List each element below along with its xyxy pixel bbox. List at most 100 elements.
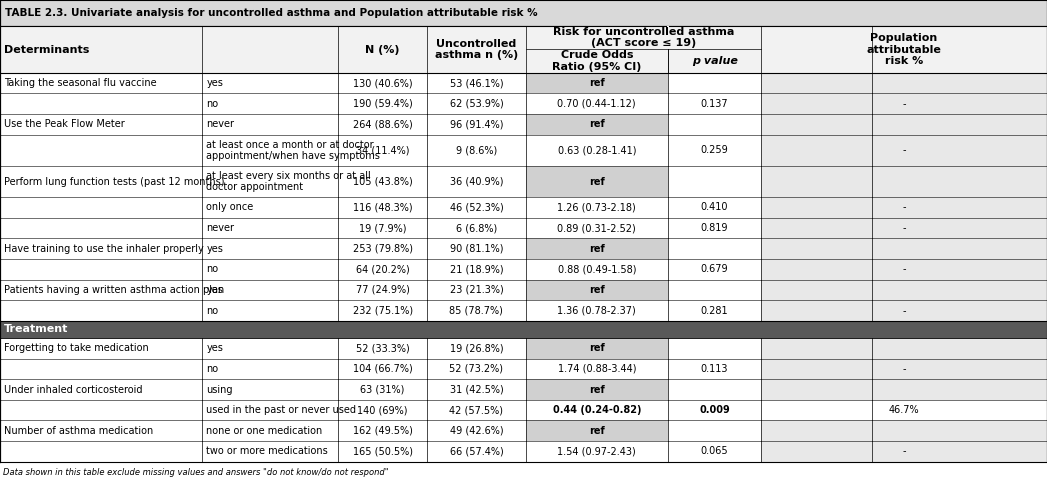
Text: 62 (53.9%): 62 (53.9%): [449, 99, 504, 109]
Text: never: never: [206, 223, 235, 233]
Text: ref: ref: [588, 120, 605, 130]
Text: 52 (33.3%): 52 (33.3%): [356, 343, 409, 353]
Text: 190 (59.4%): 190 (59.4%): [353, 99, 413, 109]
Text: 0.259: 0.259: [700, 146, 729, 155]
Text: 232 (75.1%): 232 (75.1%): [353, 306, 413, 316]
Text: -: -: [903, 364, 906, 374]
Text: 49 (42.6%): 49 (42.6%): [449, 426, 504, 436]
Text: -: -: [903, 223, 906, 233]
Bar: [0, 379, 1047, 400]
Bar: [761, 135, 1047, 166]
Text: 19 (26.8%): 19 (26.8%): [449, 343, 504, 353]
Bar: [0, 166, 1047, 197]
Text: Uncontrolled
asthma n (%): Uncontrolled asthma n (%): [435, 39, 518, 60]
Bar: [761, 114, 1047, 135]
Text: ref: ref: [588, 285, 605, 295]
Text: 104 (66.7%): 104 (66.7%): [353, 364, 413, 374]
Bar: [0, 73, 1047, 94]
Bar: [761, 300, 1047, 321]
Text: 0.63 (0.28-1.41): 0.63 (0.28-1.41): [558, 146, 636, 155]
Bar: [0, 197, 1047, 218]
Text: 140 (69%): 140 (69%): [357, 405, 408, 415]
Text: yes: yes: [206, 244, 223, 254]
Text: used in the past or never used: used in the past or never used: [206, 405, 356, 415]
Text: no: no: [206, 364, 219, 374]
Text: ref: ref: [588, 343, 605, 353]
Text: 64 (20.2%): 64 (20.2%): [356, 264, 409, 274]
Text: 130 (40.6%): 130 (40.6%): [353, 78, 413, 88]
Bar: [761, 259, 1047, 280]
Bar: [526, 114, 668, 135]
Text: -: -: [903, 446, 906, 456]
Text: no: no: [206, 306, 219, 316]
Text: 46 (52.3%): 46 (52.3%): [449, 202, 504, 213]
Bar: [761, 400, 1047, 420]
Text: using: using: [206, 385, 232, 395]
Bar: [0, 259, 1047, 280]
Text: 19 (7.9%): 19 (7.9%): [359, 223, 406, 233]
Bar: [0, 0, 1047, 27]
Bar: [0, 300, 1047, 321]
Text: 264 (88.6%): 264 (88.6%): [353, 120, 413, 130]
Text: 85 (78.7%): 85 (78.7%): [449, 306, 504, 316]
Bar: [761, 166, 1047, 197]
Text: Perform lung function tests (past 12 months): Perform lung function tests (past 12 mon…: [4, 176, 225, 187]
Bar: [526, 379, 668, 400]
Text: -: -: [903, 202, 906, 213]
Text: at least once a month or at doctor
appointment/when have symptoms: at least once a month or at doctor appoi…: [206, 140, 380, 161]
Bar: [526, 400, 668, 420]
Text: ref: ref: [588, 244, 605, 254]
Bar: [761, 379, 1047, 400]
Text: 96 (91.4%): 96 (91.4%): [449, 120, 504, 130]
Text: Patients having a written asthma action plan: Patients having a written asthma action …: [4, 285, 224, 295]
Text: ref: ref: [588, 426, 605, 436]
Bar: [526, 135, 668, 166]
Text: Crude Odds
Ratio (95% CI): Crude Odds Ratio (95% CI): [552, 50, 642, 71]
Bar: [526, 94, 668, 114]
Bar: [0, 441, 1047, 462]
Text: never: never: [206, 120, 235, 130]
Bar: [761, 73, 1047, 94]
Text: TABLE 2.3. Univariate analysis for uncontrolled asthma and Population attributab: TABLE 2.3. Univariate analysis for uncon…: [5, 8, 538, 18]
Text: yes: yes: [206, 343, 223, 353]
Text: 105 (43.8%): 105 (43.8%): [353, 176, 413, 187]
Text: ref: ref: [588, 78, 605, 88]
Text: 1.26 (0.73-2.18): 1.26 (0.73-2.18): [557, 202, 637, 213]
Bar: [0, 239, 1047, 259]
Text: Risk for uncontrolled asthma
(ACT score ≤ 19): Risk for uncontrolled asthma (ACT score …: [553, 27, 734, 48]
Bar: [0, 135, 1047, 166]
Bar: [526, 218, 668, 239]
Bar: [0, 321, 1047, 338]
Text: 0.819: 0.819: [700, 223, 729, 233]
Text: -: -: [903, 146, 906, 155]
Text: at least every six months or at all
doctor appointment: at least every six months or at all doct…: [206, 171, 371, 192]
Text: 162 (49.5%): 162 (49.5%): [353, 426, 413, 436]
Bar: [0, 338, 1047, 359]
Text: only once: only once: [206, 202, 253, 213]
Text: Data shown in this table exclude missing values and answers "do not know/do not : Data shown in this table exclude missing…: [3, 468, 388, 477]
Text: 31 (42.5%): 31 (42.5%): [449, 385, 504, 395]
Text: 42 (57.5%): 42 (57.5%): [449, 405, 504, 415]
Text: no: no: [206, 99, 219, 109]
Text: 1.54 (0.97-2.43): 1.54 (0.97-2.43): [557, 446, 637, 456]
Text: Forgetting to take medication: Forgetting to take medication: [4, 343, 149, 353]
Bar: [526, 300, 668, 321]
Text: Have training to use the inhaler properly: Have training to use the inhaler properl…: [4, 244, 204, 254]
Bar: [761, 197, 1047, 218]
Text: 90 (81.1%): 90 (81.1%): [449, 244, 504, 254]
Bar: [0, 400, 1047, 420]
Text: yes: yes: [206, 78, 223, 88]
Bar: [0, 280, 1047, 300]
Bar: [526, 239, 668, 259]
Bar: [526, 73, 668, 94]
Bar: [0, 420, 1047, 441]
Text: -: -: [903, 306, 906, 316]
Text: Use the Peak Flow Meter: Use the Peak Flow Meter: [4, 120, 125, 130]
Bar: [0, 359, 1047, 379]
Text: 53 (46.1%): 53 (46.1%): [449, 78, 504, 88]
Text: Determinants: Determinants: [4, 44, 90, 54]
Bar: [0, 218, 1047, 239]
Bar: [761, 239, 1047, 259]
Text: N (%): N (%): [365, 44, 400, 54]
Bar: [761, 280, 1047, 300]
